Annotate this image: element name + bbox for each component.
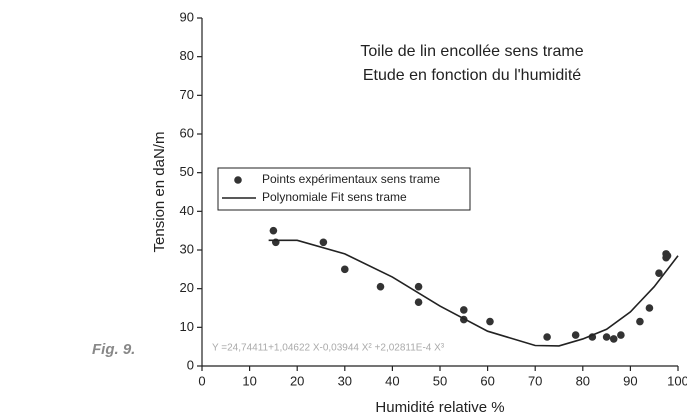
y-tick-label: 10	[180, 319, 194, 334]
x-tick-label: 30	[338, 373, 352, 388]
legend-box	[217, 167, 471, 211]
data-point	[609, 335, 618, 343]
data-point	[341, 265, 349, 274]
legend-label: Points expérimentaux sens trame	[262, 172, 440, 186]
x-axis-label: Humidité relative %	[375, 399, 504, 416]
x-tick-label: 70	[528, 373, 542, 388]
data-point	[486, 317, 494, 326]
data-point	[414, 282, 423, 291]
legend-label: Polynomiale Fit sens trame	[262, 190, 407, 204]
x-tick-label: 90	[623, 373, 637, 388]
y-tick-label: 70	[180, 87, 194, 102]
fit-line	[268, 239, 679, 347]
data-point	[655, 269, 663, 278]
x-tick-label: 100	[667, 373, 687, 388]
x-tick-label: 40	[385, 373, 399, 388]
data-point	[636, 317, 644, 326]
data-point	[645, 304, 654, 312]
x-tick-label: 50	[433, 373, 447, 388]
y-tick-label: 40	[180, 203, 194, 218]
y-tick-label: 90	[180, 9, 194, 24]
x-tick-label: 10	[242, 373, 256, 388]
y-tick-label: 0	[187, 357, 194, 372]
data-point	[571, 331, 580, 339]
data-point	[414, 298, 423, 307]
chart-title: Toile de lin encollée sens trame	[360, 43, 583, 60]
data-point	[663, 252, 672, 260]
figure-label: Fig. 9.	[92, 341, 135, 358]
data-point	[543, 333, 551, 341]
data-point	[460, 306, 468, 314]
equation: Y =24,74411+1,04622 X-0,03944 X² +2,0281…	[212, 343, 445, 354]
data-point	[617, 331, 625, 339]
y-tick-label: 80	[180, 48, 194, 63]
y-tick-label: 50	[180, 164, 194, 179]
x-tick-label: 60	[480, 373, 494, 388]
x-tick-label: 80	[576, 373, 590, 388]
data-point	[269, 226, 278, 235]
y-tick-label: 60	[180, 125, 194, 140]
y-tick-label: 20	[180, 280, 194, 295]
y-axis-label: Tension en daN/m	[151, 132, 168, 253]
legend-marker	[234, 176, 242, 184]
data-point	[319, 238, 328, 247]
x-tick-label: 0	[198, 373, 205, 388]
data-point	[376, 282, 385, 291]
data-point	[602, 333, 611, 341]
chart-subtitle: Etude en fonction du l'humidité	[363, 67, 581, 84]
y-tick-label: 30	[180, 241, 194, 256]
x-tick-label: 20	[290, 373, 304, 388]
